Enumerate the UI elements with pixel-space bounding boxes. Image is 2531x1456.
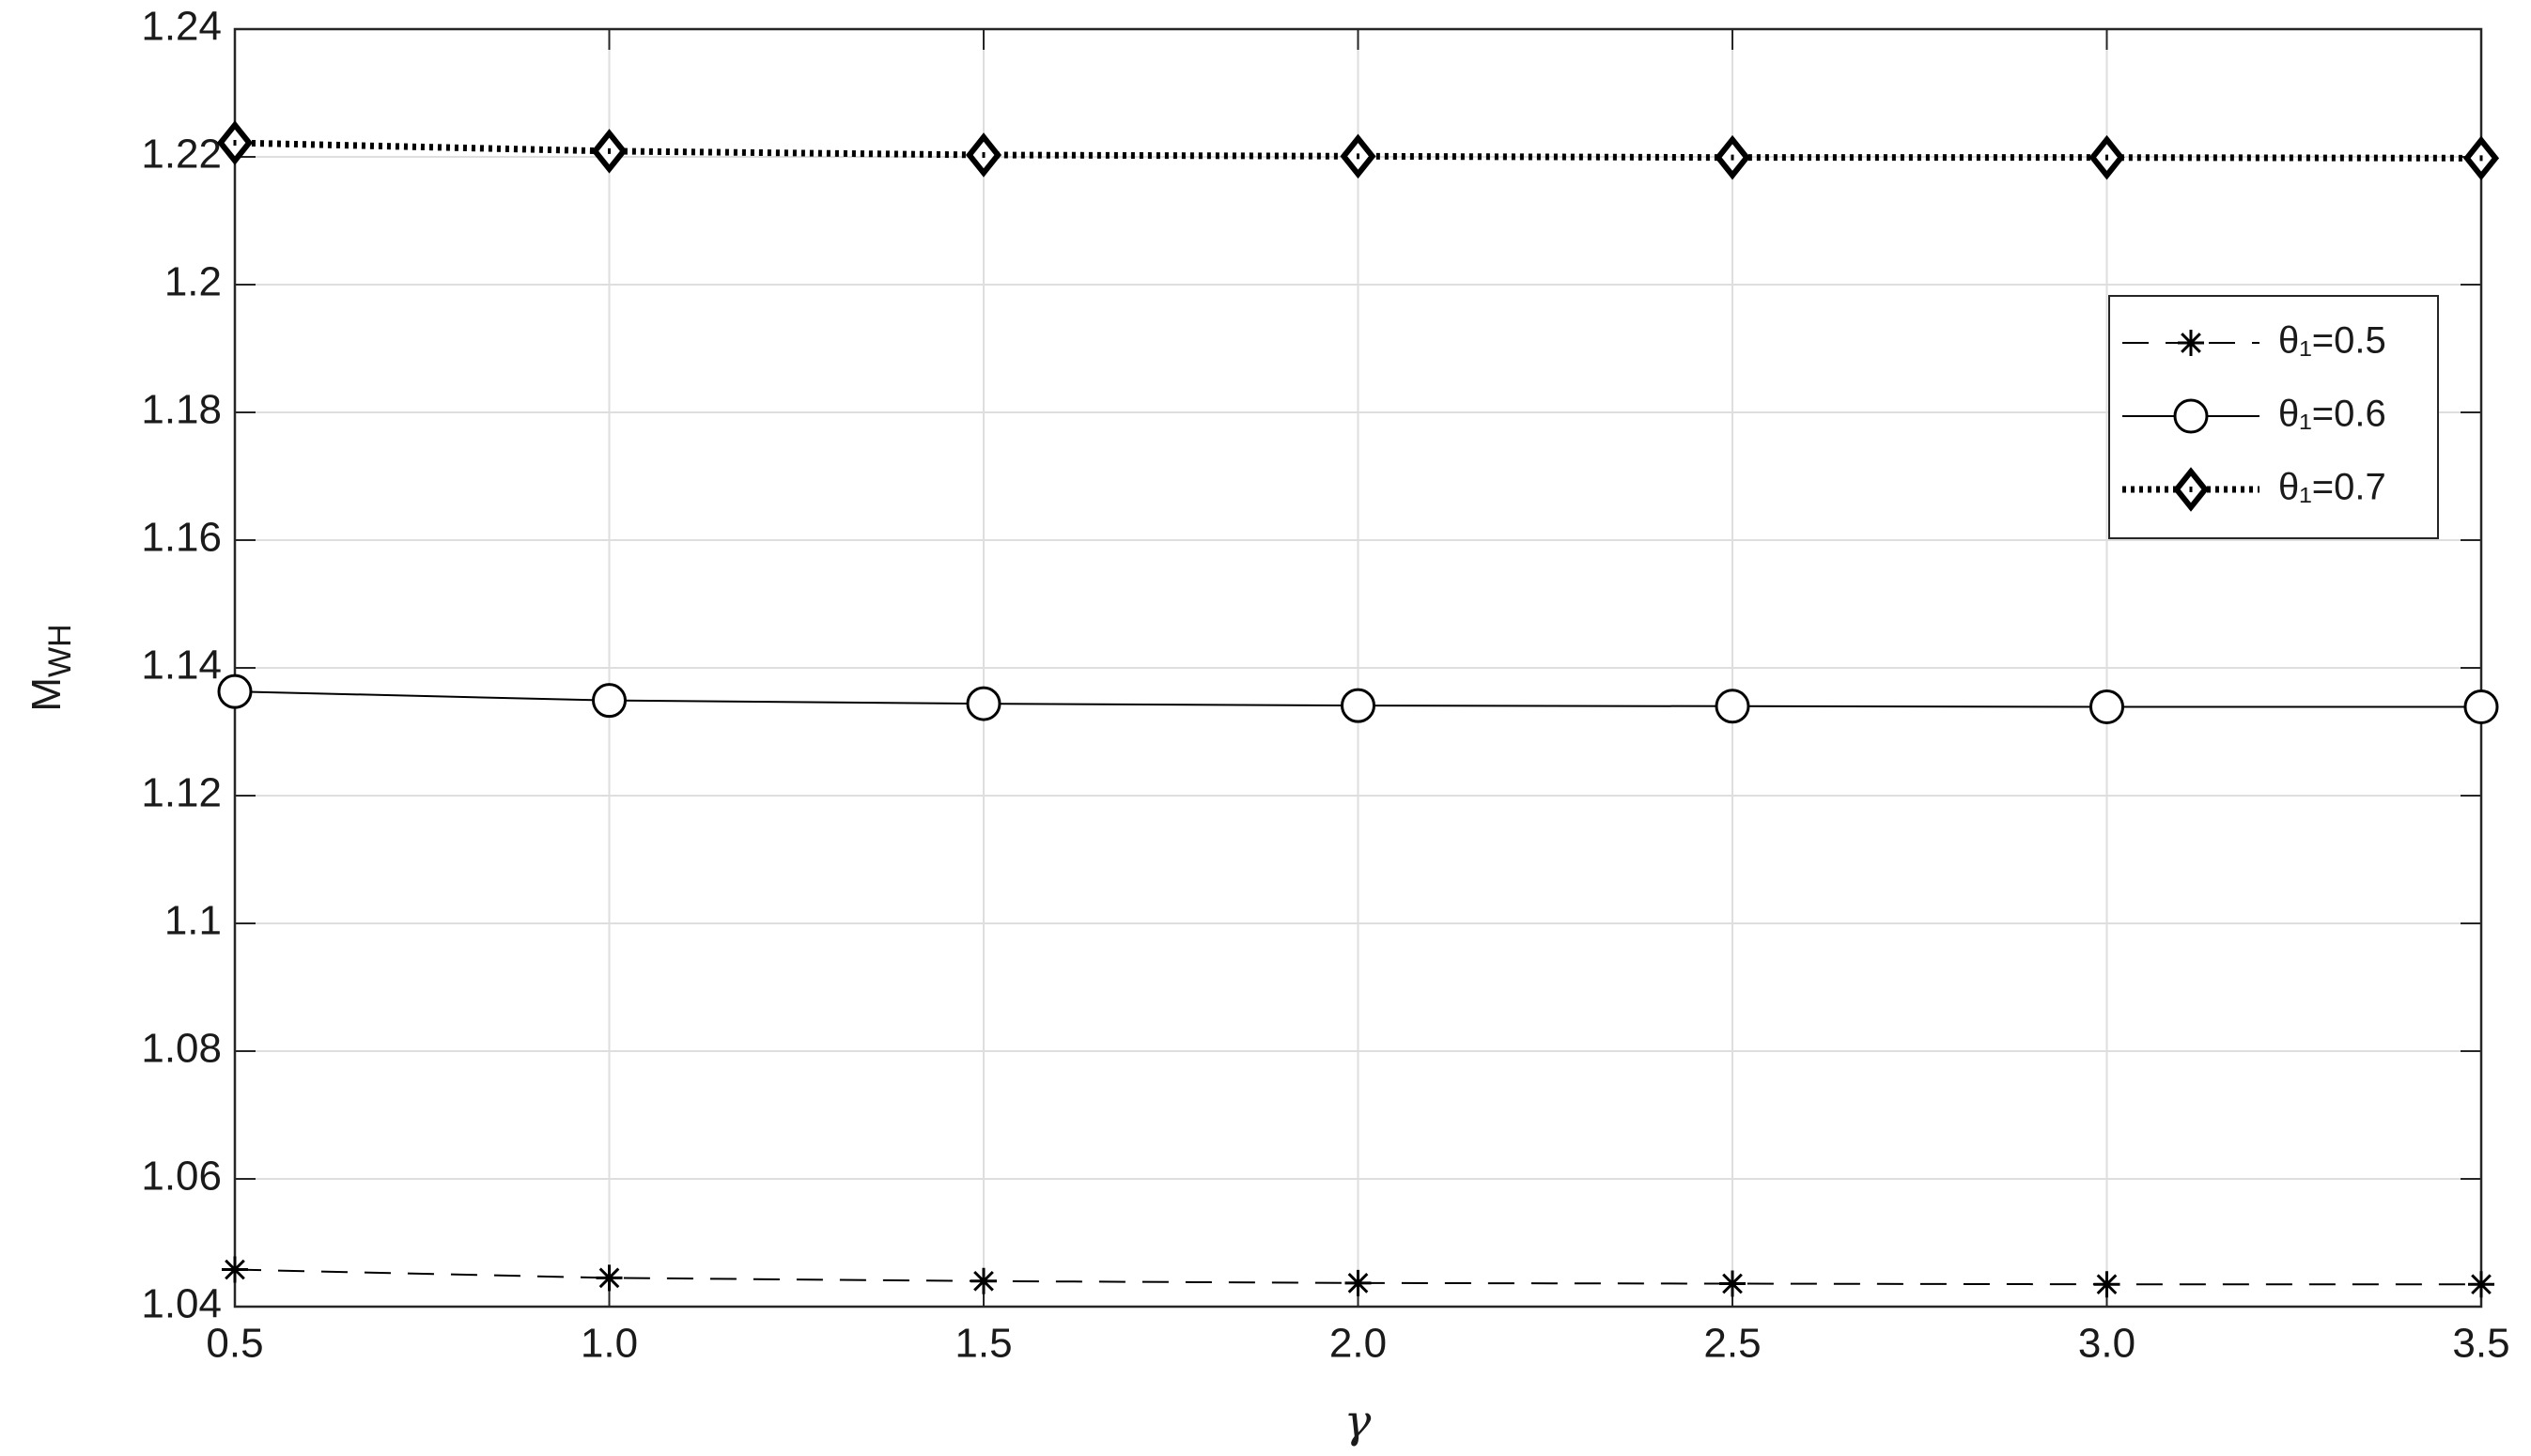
y-tick-label: 1.04 bbox=[141, 1281, 222, 1327]
marker-diamond bbox=[216, 120, 254, 165]
marker-circle bbox=[1341, 688, 1375, 723]
y-tick-label: 1.2 bbox=[164, 259, 222, 305]
marker-diamond bbox=[1340, 133, 1376, 179]
y-tick-label: 1.12 bbox=[141, 770, 222, 816]
marker-star bbox=[1344, 1269, 1372, 1296]
marker-star bbox=[1719, 1270, 1746, 1297]
y-axis-label: MWH bbox=[23, 624, 78, 711]
y-label-text: M bbox=[23, 677, 70, 712]
marker-circle bbox=[966, 686, 1002, 721]
y-tick-label: 1.22 bbox=[141, 132, 222, 178]
legend-marker bbox=[2173, 398, 2209, 434]
marker-circle bbox=[2089, 689, 2124, 724]
x-tick-label: 2.0 bbox=[1329, 1321, 1387, 1367]
marker-circle bbox=[592, 683, 627, 719]
marker-circle bbox=[1715, 689, 1750, 724]
x-tick-label: 3.5 bbox=[2452, 1321, 2509, 1367]
marker-circle bbox=[2463, 689, 2499, 724]
y-axis-label-main: MWH bbox=[23, 624, 78, 711]
marker-diamond bbox=[2462, 135, 2500, 181]
y-tick-label: 1.14 bbox=[141, 643, 222, 689]
marker-diamond bbox=[2088, 134, 2125, 180]
marker-circle bbox=[217, 674, 253, 709]
legend-label: θ₁=0.7 bbox=[2278, 467, 2386, 508]
legend-marker bbox=[2172, 467, 2210, 512]
y-tick-label: 1.08 bbox=[141, 1026, 222, 1072]
marker-star bbox=[222, 1256, 248, 1283]
legend-label: θ₁=0.6 bbox=[2278, 394, 2386, 435]
marker-star bbox=[2468, 1271, 2494, 1298]
x-axis-label: γ bbox=[1344, 1396, 1372, 1448]
y-tick-label: 1.24 bbox=[141, 4, 222, 50]
marker-star bbox=[2093, 1271, 2120, 1298]
x-tick-label: 3.0 bbox=[2078, 1321, 2135, 1367]
marker-diamond bbox=[965, 132, 1002, 178]
legend-label: θ₁=0.5 bbox=[2278, 320, 2386, 362]
legend-marker bbox=[2178, 330, 2204, 356]
x-tick-label: 0.5 bbox=[206, 1321, 263, 1367]
y-tick-label: 1.18 bbox=[141, 387, 222, 433]
marker-diamond bbox=[591, 129, 628, 174]
x-tick-label: 1.5 bbox=[955, 1321, 1012, 1367]
legend: θ₁=0.5 θ₁=0.6 θ₁=0.7 bbox=[2108, 295, 2439, 539]
y-tick-label: 1.1 bbox=[164, 898, 222, 944]
y-tick-label: 1.16 bbox=[141, 515, 222, 561]
marker-star bbox=[596, 1264, 623, 1292]
plot-frame bbox=[233, 27, 2483, 1309]
marker-diamond bbox=[1714, 134, 1751, 180]
marker-star bbox=[970, 1267, 997, 1294]
y-label-subscript: WH bbox=[42, 624, 78, 677]
x-tick-label: 1.0 bbox=[581, 1321, 638, 1367]
x-tick-label: 2.5 bbox=[1703, 1321, 1761, 1367]
y-tick-label: 1.06 bbox=[141, 1154, 222, 1200]
